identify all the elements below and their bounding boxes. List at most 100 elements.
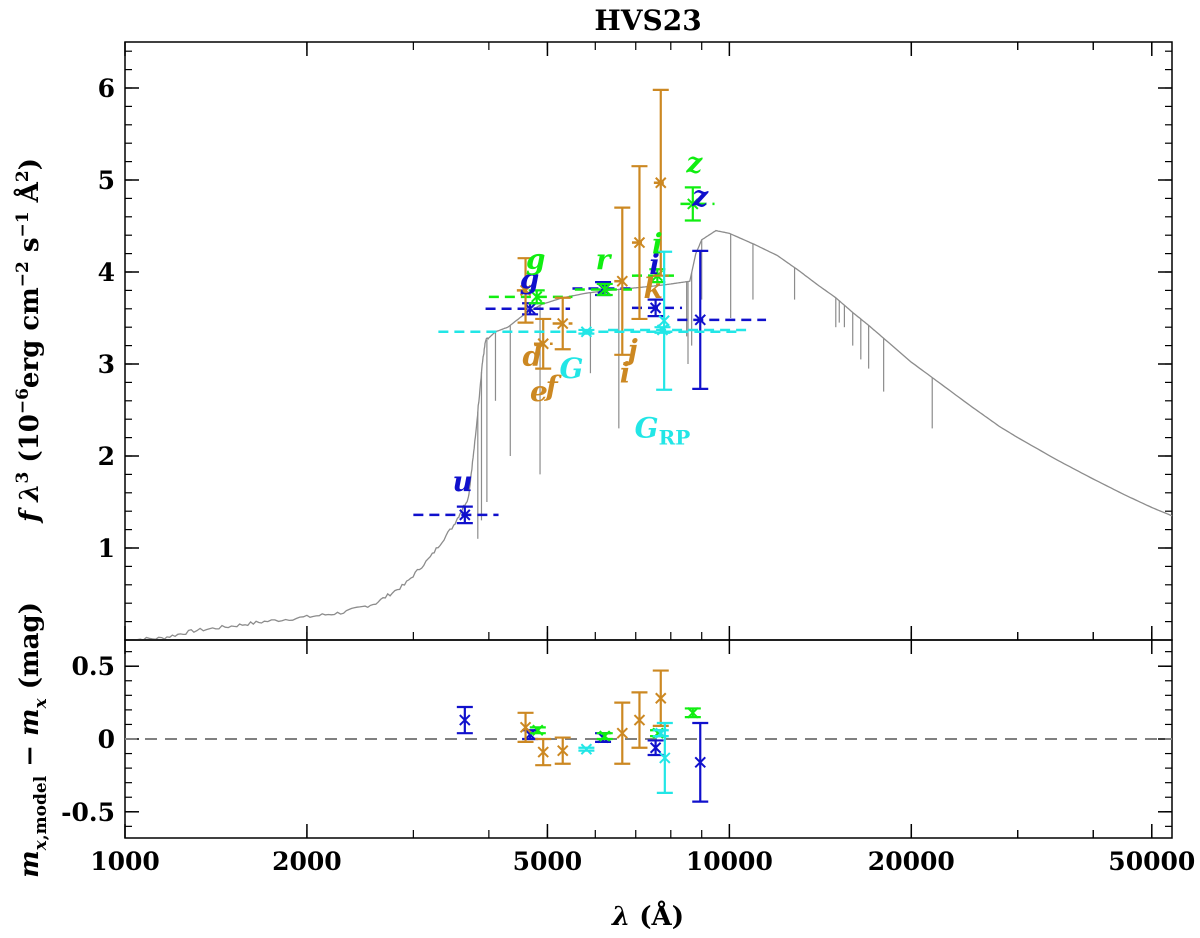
- residual-marker: [599, 730, 611, 742]
- photometry-point: [614, 206, 631, 356]
- point-marker: [687, 198, 699, 210]
- y-tick-label: 0: [98, 725, 115, 754]
- filter-label: G: [560, 352, 584, 385]
- residual-marker: [459, 714, 471, 726]
- photometry-point: [552, 296, 573, 351]
- photometry-point: [631, 165, 648, 321]
- residual-marker: [616, 727, 628, 739]
- x-tick-label: 20000: [868, 847, 955, 876]
- photometry-point: [516, 257, 534, 324]
- residual-point: [596, 730, 613, 742]
- residual-point: [647, 739, 664, 757]
- y-tick-label: 2: [98, 442, 115, 471]
- residual-marker: [659, 752, 671, 764]
- residual-panel: 0.5 0 -0.5: [61, 639, 1173, 839]
- photometry-point: [438, 326, 743, 338]
- x-tick-label: 50000: [1108, 847, 1195, 876]
- residual-point: [614, 701, 631, 765]
- x-tick-label: 5000: [513, 847, 583, 876]
- photometry-point: [677, 249, 767, 390]
- residual-point: [522, 728, 539, 741]
- residual-marker: [687, 707, 699, 719]
- photometry-point: [533, 317, 553, 370]
- point-marker: [519, 284, 532, 297]
- point-marker: [531, 291, 543, 303]
- residual-point: [517, 711, 534, 744]
- residual-point: [684, 707, 701, 719]
- svg-text:f λ3 (10−6erg cm−2 s−1 Å2): f λ3 (10−6erg cm−2 s−1 Å2): [13, 158, 45, 524]
- filter-label: i: [649, 248, 660, 281]
- residual-point: [456, 705, 473, 735]
- residual-point: [652, 669, 669, 727]
- y-tick-label: 4: [98, 258, 115, 287]
- svg-text:mx,model − mx (mag): mx,model − mx (mag): [15, 602, 51, 878]
- filter-label: z: [691, 180, 709, 213]
- point-marker: [537, 338, 549, 350]
- point-marker: [649, 302, 662, 314]
- x-tick-label: 2000: [272, 847, 342, 876]
- residual-marker: [655, 692, 667, 704]
- point-marker: [658, 315, 670, 327]
- residual-point: [692, 721, 709, 803]
- filter-label: g: [520, 263, 540, 296]
- x-axis: 1000 2000 5000 10000 20000 50000: [90, 42, 1195, 876]
- y-axis-label-top: f λ3 (10−6erg cm−2 s−1 Å2): [13, 158, 45, 524]
- filter-label: i: [652, 228, 663, 261]
- residual-point: [554, 736, 571, 765]
- point-marker: [599, 283, 611, 296]
- filter-label: g: [526, 243, 546, 276]
- svg-text:λ (Å): λ (Å): [611, 901, 684, 932]
- point-marker: [557, 317, 569, 330]
- point-marker: [524, 303, 536, 315]
- x-tick-label: 10000: [686, 847, 773, 876]
- filter-label-grp: GRP: [635, 412, 691, 450]
- filter-label: k: [643, 272, 662, 305]
- residual-point: [535, 737, 552, 767]
- residual-marker: [649, 742, 662, 754]
- filter-label: d: [523, 340, 543, 373]
- residual-point: [652, 727, 669, 739]
- photometry-point: [680, 186, 715, 222]
- point-marker: [655, 177, 667, 189]
- residual-marker: [519, 721, 532, 734]
- filter-label: r: [596, 243, 613, 276]
- point-marker: [656, 324, 669, 336]
- point-marker: [694, 314, 706, 326]
- point-marker: [616, 275, 628, 287]
- residual-point: [578, 743, 595, 755]
- filter-label: e: [530, 375, 548, 408]
- photometry-point: [413, 505, 499, 525]
- residual-marker: [537, 746, 549, 758]
- filter-label: i: [620, 356, 631, 389]
- residual-marker: [580, 743, 593, 755]
- residual-marker: [694, 756, 706, 769]
- point-marker: [459, 509, 471, 521]
- y-tick-label: 5: [98, 166, 115, 195]
- point-marker: [580, 326, 593, 338]
- photometry-point: [652, 88, 669, 277]
- filter-label: z: [685, 147, 703, 180]
- y-tick-label: 1: [98, 534, 115, 563]
- residual-point: [656, 721, 673, 794]
- residual-marker: [557, 744, 569, 757]
- y-tick-label: 3: [98, 350, 115, 379]
- photometry-point: [656, 250, 673, 391]
- residual-marker: [532, 724, 544, 736]
- y-axis-label-bottom: mx,model − mx (mag): [15, 602, 51, 878]
- filter-label: u: [452, 465, 472, 498]
- residual-point: [529, 724, 546, 736]
- point-marker: [633, 236, 646, 249]
- residual-point: [631, 691, 648, 749]
- residual-marker: [633, 714, 646, 726]
- y-tick-label: 0.5: [72, 652, 116, 681]
- x-axis-label: λ (Å): [611, 901, 684, 932]
- chart-title: HVS23: [594, 4, 701, 37]
- photometry-point: [574, 282, 632, 297]
- x-tick-label: 1000: [90, 847, 160, 876]
- top-frame: [124, 41, 1173, 641]
- y-tick-label: 6: [98, 74, 115, 103]
- y-tick-label: -0.5: [61, 798, 115, 827]
- photometry-point: [608, 324, 752, 336]
